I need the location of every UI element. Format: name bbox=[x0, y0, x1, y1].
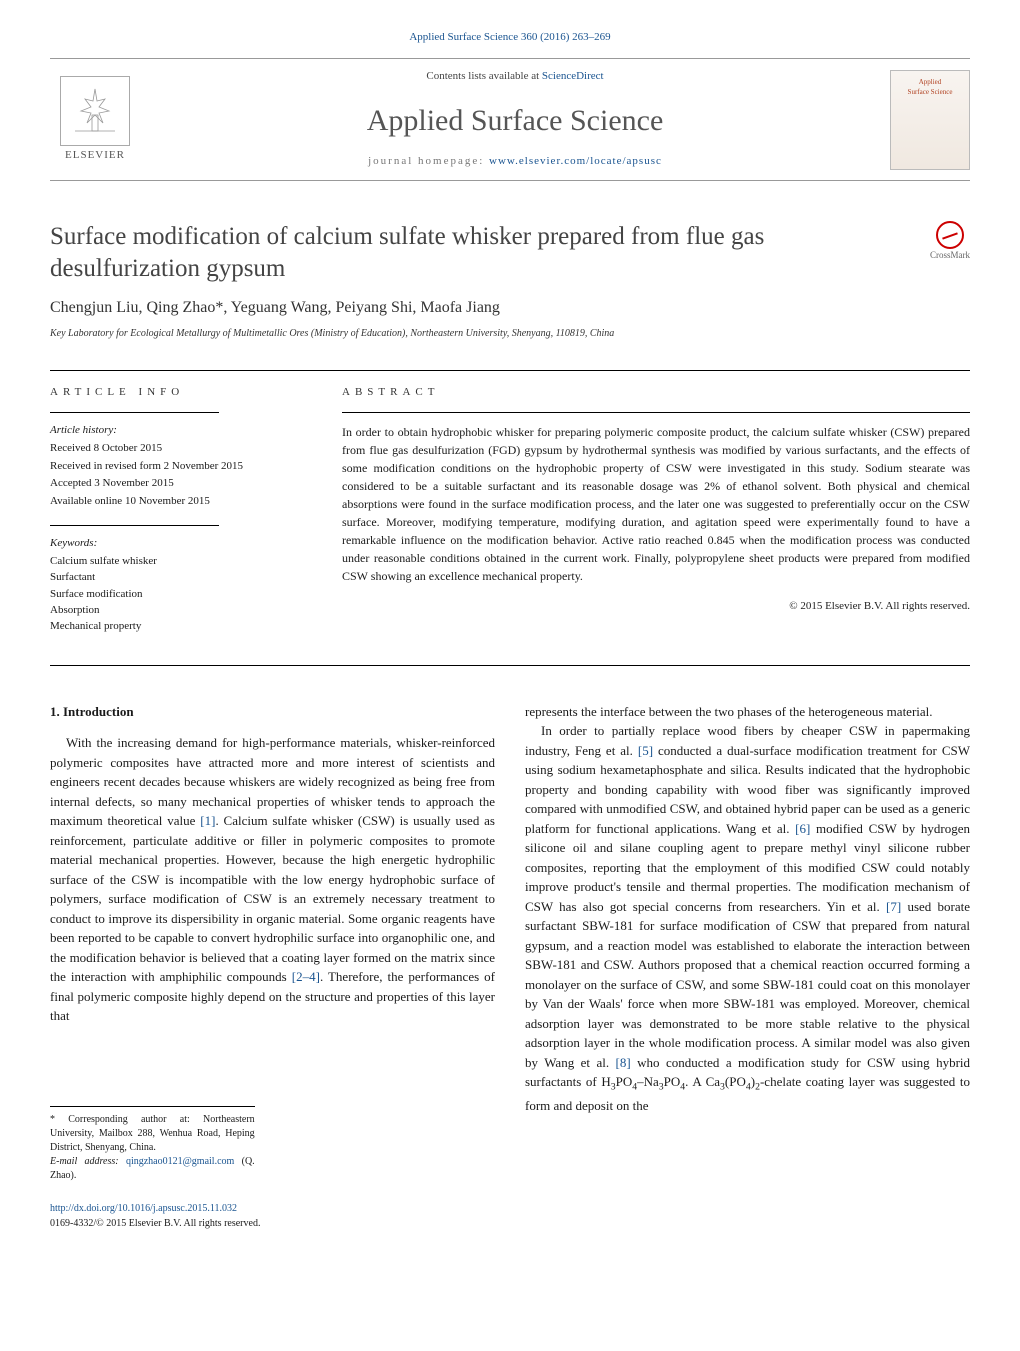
keyword: Surface modification bbox=[50, 587, 310, 602]
ref-link[interactable]: [1] bbox=[200, 813, 215, 828]
keyword: Calcium sulfate whisker bbox=[50, 554, 310, 569]
masthead: ELSEVIER Contents lists available at Sci… bbox=[50, 58, 970, 181]
history-item: Available online 10 November 2015 bbox=[50, 494, 310, 509]
cover-title-2: Surface Science bbox=[908, 87, 953, 97]
sciencedirect-link[interactable]: ScienceDirect bbox=[542, 70, 604, 82]
column-left: 1. Introduction With the increasing dema… bbox=[50, 702, 495, 1231]
cover-title-1: Applied bbox=[919, 77, 942, 87]
homepage-line: journal homepage: www.elsevier.com/locat… bbox=[140, 154, 890, 170]
journal-title: Applied Surface Science bbox=[140, 99, 890, 143]
ref-link[interactable]: [5] bbox=[638, 743, 653, 758]
issn-line: 0169-4332/© 2015 Elsevier B.V. All right… bbox=[50, 1216, 495, 1231]
keywords-label: Keywords: bbox=[50, 536, 310, 552]
text-run: PO bbox=[616, 1074, 633, 1089]
ref-link[interactable]: [2–4] bbox=[292, 969, 320, 984]
info-abstract-row: ARTICLE INFO Article history: Received 8… bbox=[50, 370, 970, 666]
homepage-prefix: journal homepage: bbox=[368, 155, 489, 167]
history-item: Received in revised form 2 November 2015 bbox=[50, 459, 310, 474]
journal-reference-top: Applied Surface Science 360 (2016) 263–2… bbox=[50, 30, 970, 46]
abstract-column: ABSTRACT In order to obtain hydrophobic … bbox=[326, 371, 970, 665]
ref-link[interactable]: [8] bbox=[616, 1055, 631, 1070]
history-label: Article history: bbox=[50, 423, 310, 439]
history-item: Received 8 October 2015 bbox=[50, 441, 310, 456]
keyword: Mechanical property bbox=[50, 619, 310, 634]
text-run: . Calcium sulfate whisker (CSW) is usual… bbox=[50, 813, 495, 984]
article-info-column: ARTICLE INFO Article history: Received 8… bbox=[50, 371, 326, 665]
ref-link[interactable]: [6] bbox=[795, 821, 810, 836]
history-item: Accepted 3 November 2015 bbox=[50, 476, 310, 491]
text-run: PO bbox=[664, 1074, 681, 1089]
intro-heading: 1. Introduction bbox=[50, 702, 495, 722]
journal-cover-thumbnail: Applied Surface Science bbox=[890, 70, 970, 170]
affiliation: Key Laboratory for Ecological Metallurgy… bbox=[50, 327, 970, 342]
keywords-rule bbox=[50, 525, 219, 526]
text-run: used borate surfactant SBW-181 for surfa… bbox=[525, 899, 970, 1070]
crossmark-icon bbox=[936, 221, 964, 249]
ref-link[interactable]: [7] bbox=[886, 899, 901, 914]
contents-prefix: Contents lists available at bbox=[426, 70, 541, 82]
abstract-header: ABSTRACT bbox=[342, 385, 970, 401]
text-run: –Na bbox=[637, 1074, 659, 1089]
elsevier-logo: ELSEVIER bbox=[50, 70, 140, 170]
homepage-url[interactable]: www.elsevier.com/locate/apsusc bbox=[489, 155, 662, 167]
abstract-text: In order to obtain hydrophobic whisker f… bbox=[342, 423, 970, 585]
intro-paragraph: With the increasing demand for high-perf… bbox=[50, 733, 495, 1026]
contents-line: Contents lists available at ScienceDirec… bbox=[140, 69, 890, 85]
title-row: Surface modification of calcium sulfate … bbox=[50, 221, 970, 284]
crossmark-label: CrossMark bbox=[930, 249, 970, 262]
keyword: Absorption bbox=[50, 603, 310, 618]
info-rule bbox=[50, 412, 219, 413]
keyword: Surfactant bbox=[50, 570, 310, 585]
email-link[interactable]: qingzhao0121@gmail.com bbox=[126, 1156, 234, 1167]
elsevier-text: ELSEVIER bbox=[65, 148, 125, 164]
email-line: E-mail address: qingzhao0121@gmail.com (… bbox=[50, 1155, 255, 1183]
crossmark-badge[interactable]: CrossMark bbox=[930, 221, 970, 262]
body-columns: 1. Introduction With the increasing dema… bbox=[50, 702, 970, 1231]
author-list: Chengjun Liu, Qing Zhao*, Yeguang Wang, … bbox=[50, 296, 970, 319]
elsevier-tree-icon bbox=[60, 76, 130, 146]
abstract-copyright: © 2015 Elsevier B.V. All rights reserved… bbox=[342, 599, 970, 615]
doi-link[interactable]: http://dx.doi.org/10.1016/j.apsusc.2015.… bbox=[50, 1201, 495, 1216]
body-paragraph: In order to partially replace wood fiber… bbox=[525, 721, 970, 1115]
history-block: Article history: Received 8 October 2015… bbox=[50, 423, 310, 509]
article-title: Surface modification of calcium sulfate … bbox=[50, 221, 930, 284]
keywords-block: Keywords: Calcium sulfate whisker Surfac… bbox=[50, 536, 310, 635]
continuation-text: represents the interface between the two… bbox=[525, 702, 970, 722]
footnotes: * Corresponding author at: Northeastern … bbox=[50, 1106, 255, 1183]
masthead-center: Contents lists available at ScienceDirec… bbox=[140, 69, 890, 170]
doi-block: http://dx.doi.org/10.1016/j.apsusc.2015.… bbox=[50, 1201, 495, 1231]
text-run: . A Ca bbox=[685, 1074, 720, 1089]
column-right: represents the interface between the two… bbox=[525, 702, 970, 1231]
corresponding-author: * Corresponding author at: Northeastern … bbox=[50, 1113, 255, 1155]
text-run: (PO bbox=[725, 1074, 746, 1089]
email-label: E-mail address: bbox=[50, 1156, 126, 1167]
article-info-header: ARTICLE INFO bbox=[50, 385, 310, 401]
abstract-rule bbox=[342, 412, 970, 413]
